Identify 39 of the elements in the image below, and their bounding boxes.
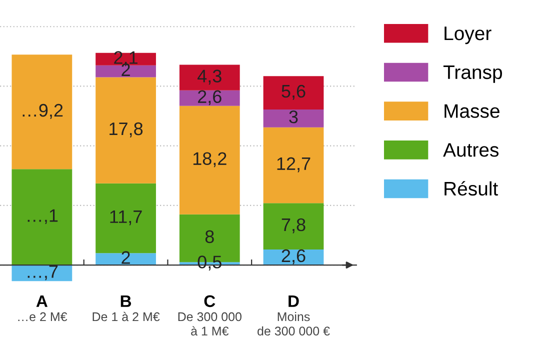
legend-label: Résult: [444, 181, 498, 196]
bar: [96, 65, 156, 78]
x-tick-label: C De 300 000 à 1 M€: [178, 295, 242, 336]
legend-label: Loyer: [444, 26, 492, 44]
bar: [12, 265, 72, 282]
data-label: 12,7: [277, 157, 310, 172]
x-tick-label: B De 1 à 2 M€: [92, 295, 160, 322]
data-label: 17,8: [110, 122, 143, 138]
bar: [96, 77, 156, 184]
annotation: …,1: [28, 209, 58, 224]
data-label: 11,7: [110, 210, 142, 226]
data-label: 18,2: [193, 152, 226, 168]
bar: [263, 203, 324, 250]
bar: [179, 90, 240, 106]
annotation: …,7: [28, 265, 58, 280]
legend-label: Masse: [444, 104, 500, 118]
bar: [96, 253, 156, 266]
bar: [179, 106, 240, 214]
x-tick-label: D Moins de 300 000 €: [258, 295, 330, 336]
data-label: 7,8: [282, 218, 306, 234]
data-label: 2: [122, 251, 130, 264]
legend-label: Autres: [443, 143, 499, 157]
data-label: 2,6: [282, 249, 306, 264]
bar: [179, 64, 240, 90]
legend-label: Transp: [443, 66, 502, 83]
x-tick-label: A …e 2 M€: [18, 295, 68, 322]
bar: [12, 169, 72, 266]
data-label: 2,6: [198, 90, 222, 106]
bar: [263, 76, 324, 110]
data-label: 8: [205, 230, 214, 244]
bar: [96, 52, 156, 66]
data-label: 4,3: [198, 70, 222, 85]
bar: [12, 54, 72, 170]
bar: [263, 127, 324, 204]
bar: [263, 109, 324, 128]
data-label: 3: [289, 110, 298, 124]
data-label: 0,5: [198, 256, 222, 271]
annotation: …9,2: [22, 104, 63, 119]
data-label: 5,6: [282, 84, 306, 100]
